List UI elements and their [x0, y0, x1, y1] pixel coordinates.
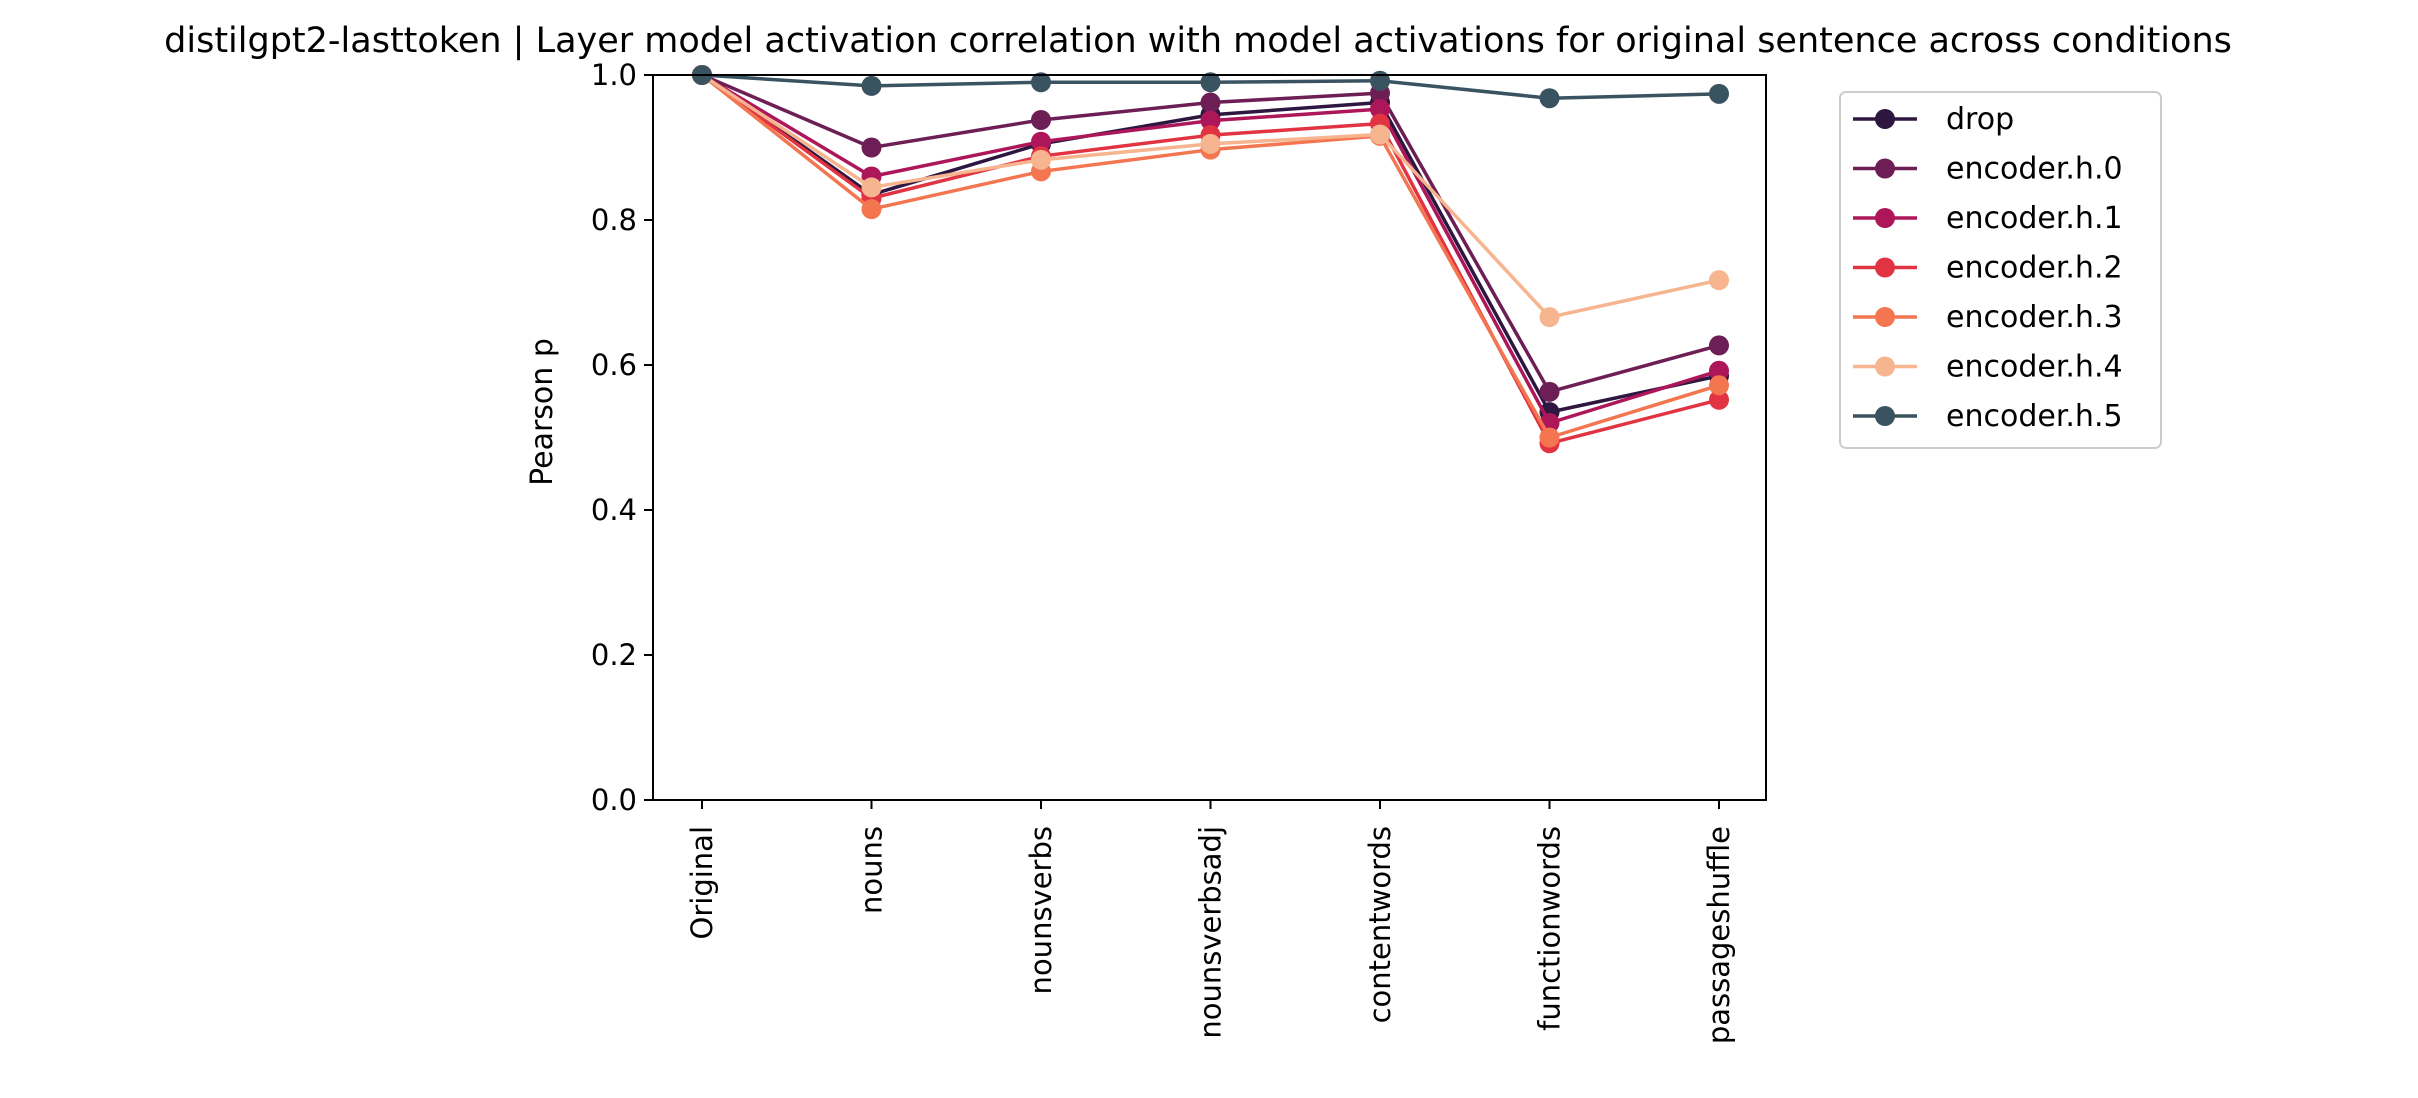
legend-item: encoder.h.0 [1853, 152, 2123, 187]
legend-marker [1875, 307, 1895, 327]
y-axis-label: Pearson p [525, 338, 560, 486]
data-point [1200, 92, 1221, 113]
x-tick-label: Original [685, 826, 719, 939]
plot-frame [652, 74, 1767, 801]
y-tick-label: 0.2 [591, 638, 637, 672]
legend: drop encoder.h.0 encoder.h.1 encoder.h.2 enc… [1839, 91, 2162, 449]
legend-label: encoder.h.5 [1946, 399, 2123, 434]
data-point [1031, 109, 1051, 130]
data-point [1709, 83, 1729, 104]
legend-item: encoder.h.5 [1853, 399, 2123, 434]
x-tick-label: nounsverbs [1024, 826, 1058, 994]
x-tick-label: nouns [855, 826, 889, 914]
legend-label: drop [1946, 102, 2014, 137]
legend-item: drop [1853, 102, 2014, 137]
data-point [1539, 88, 1560, 109]
legend-marker [1875, 356, 1895, 377]
legend-label: encoder.h.1 [1946, 201, 2123, 236]
legend-label: encoder.h.3 [1946, 300, 2123, 335]
legend-label: encoder.h.4 [1946, 350, 2123, 385]
legend-marker [1875, 208, 1895, 228]
data-point [1031, 131, 1051, 152]
data-point [1709, 375, 1729, 396]
data-point [1709, 335, 1729, 356]
data-point [1370, 124, 1390, 145]
data-point [1709, 389, 1729, 410]
data-point [1709, 270, 1729, 291]
data-point [861, 177, 882, 198]
series-encoder-h-5 [692, 65, 1729, 109]
y-tick-label: 0.4 [591, 493, 637, 527]
x-tick-label: passageshuffle [1702, 826, 1736, 1044]
legend-item: encoder.h.2 [1853, 251, 2123, 286]
y-tick-label: 0.6 [591, 348, 637, 382]
data-point [1200, 72, 1221, 93]
x-axis-ticks: Original nouns nounsverbs nounsverbsadj cont… [685, 800, 1736, 1044]
legend-item: encoder.h.1 [1853, 201, 2123, 236]
legend-label: encoder.h.0 [1946, 152, 2123, 187]
x-tick-label: nounsverbsadj [1194, 826, 1228, 1039]
data-point [1200, 110, 1221, 131]
y-tick-label: 0.0 [591, 783, 637, 817]
data-point [861, 199, 882, 220]
data-point [1200, 133, 1221, 154]
legend-marker [1875, 109, 1895, 129]
legend-marker [1875, 406, 1895, 426]
data-point [1370, 70, 1390, 91]
x-tick-label: contentwords [1363, 826, 1397, 1023]
x-tick-label: functionwords [1533, 826, 1567, 1031]
y-tick-label: 1.0 [591, 58, 637, 92]
legend-label: encoder.h.2 [1946, 251, 2123, 286]
data-point [1539, 307, 1560, 328]
legend-item: encoder.h.3 [1853, 300, 2123, 335]
legend-frame [1839, 91, 2162, 449]
data-point [861, 75, 882, 96]
data-point [1709, 360, 1729, 381]
data-point [1031, 149, 1051, 170]
y-axis-ticks: 0.0 0.2 0.4 0.6 0.8 1.0 [591, 58, 653, 817]
data-point [1539, 381, 1560, 402]
data-point [861, 137, 882, 158]
legend-item: encoder.h.4 [1853, 350, 2123, 385]
legend-marker [1875, 158, 1895, 179]
data-point [1370, 99, 1390, 120]
data-point [1031, 72, 1051, 93]
y-tick-label: 0.8 [591, 203, 637, 237]
chart-title: distilgpt2-lasttoken | Layer model activ… [164, 21, 2232, 61]
legend-marker [1875, 257, 1895, 278]
data-point [1539, 427, 1560, 448]
